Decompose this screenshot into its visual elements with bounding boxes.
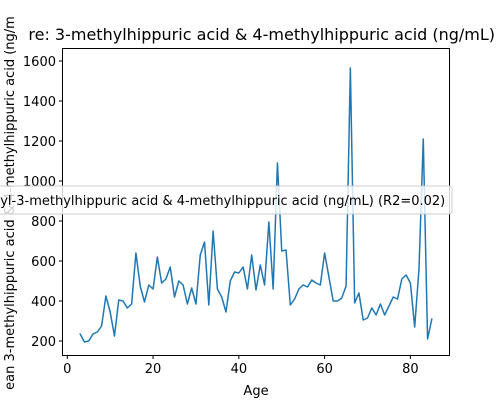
x-axis-label: Age	[243, 384, 268, 399]
legend-label: hyl-3-methylhippuric acid & 4-methylhipp…	[0, 194, 445, 209]
x-axis: 0 20 40 60 80	[63, 355, 419, 377]
x-tick-label: 0	[63, 362, 71, 377]
y-tick-label: 600	[31, 255, 56, 270]
x-tick-label: 60	[316, 362, 333, 377]
y-tick-label: 800	[31, 215, 56, 230]
y-tick-label: 1400	[23, 95, 56, 110]
series-line	[79, 67, 433, 343]
legend-box	[0, 185, 453, 215]
x-tick-label: 40	[231, 362, 248, 377]
chart-title: re: 3-methylhippuric acid & 4-methylhipp…	[28, 25, 500, 44]
y-tick-label: 1600	[23, 55, 56, 70]
x-tick-label: 20	[145, 362, 162, 377]
y-tick-label: 400	[31, 295, 56, 310]
x-tick-label: 80	[402, 362, 419, 377]
legend: hyl-3-methylhippuric acid & 4-methylhipp…	[0, 185, 453, 215]
y-tick-label: 200	[31, 335, 56, 350]
y-tick-label: 1200	[23, 135, 56, 150]
